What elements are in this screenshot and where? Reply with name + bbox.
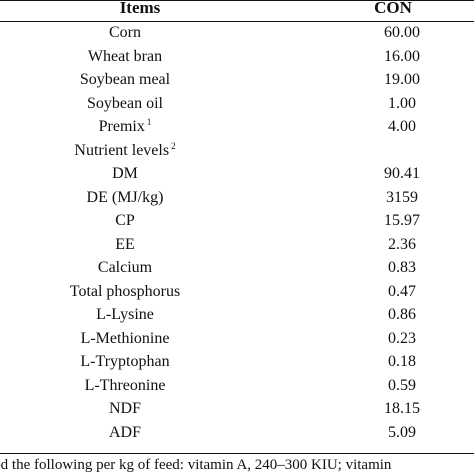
row-con-value: 1.00 bbox=[388, 94, 416, 112]
row-item-text: Soybean meal bbox=[79, 71, 171, 88]
row-item-text: Total phosphorus bbox=[69, 282, 181, 300]
row-item-label: Corn bbox=[0, 21, 250, 45]
row-item-label: L-Threonine bbox=[0, 374, 250, 398]
table-bottom-rule bbox=[0, 453, 474, 454]
row-item-label: Premix 1 bbox=[0, 115, 250, 139]
row-item-text: Wheat bran bbox=[87, 47, 163, 65]
row-con-value: 60.00 bbox=[384, 24, 420, 41]
row-item-text: ADF bbox=[108, 423, 141, 441]
table-row: ADF 5.09 bbox=[0, 421, 474, 445]
row-con-value: 90.41 bbox=[384, 165, 420, 182]
row-con-value: 0.47 bbox=[388, 282, 416, 300]
table-row: DM 90.41 bbox=[0, 162, 474, 186]
table-row: Total phosphorus 0.47 bbox=[0, 280, 474, 304]
table-row: Nutrient levels 2 bbox=[0, 139, 474, 163]
row-item-label: Total phosphorus bbox=[0, 280, 250, 304]
row-item-label: Soybean oil bbox=[0, 92, 250, 116]
table-row: Soybean oil 1.00 bbox=[0, 92, 474, 116]
table-row: DE (MJ/kg) 3159 bbox=[0, 186, 474, 210]
table-row: L-Tryptophan 0.18 bbox=[0, 350, 474, 374]
row-con-value: 19.00 bbox=[384, 71, 420, 88]
row-item-label: Soybean meal bbox=[0, 68, 250, 92]
row-item-text: NDF bbox=[108, 400, 141, 417]
row-item-label: L-Lysine bbox=[0, 303, 250, 327]
column-header-con: CON bbox=[374, 0, 412, 17]
row-item-label: NDF bbox=[0, 397, 250, 421]
table-row: L-Lysine 0.86 bbox=[0, 303, 474, 327]
row-con-value: 0.23 bbox=[388, 329, 416, 347]
row-con-value: 15.97 bbox=[384, 212, 420, 229]
column-header-items: Items bbox=[119, 0, 161, 17]
table-row: Corn 60.00 bbox=[0, 21, 474, 45]
table-row: EE 2.36 bbox=[0, 233, 474, 257]
table-row: Soybean meal 19.00 bbox=[0, 68, 474, 92]
table-row: Premix 1 4.00 bbox=[0, 115, 474, 139]
table-row: Wheat bran 16.00 bbox=[0, 45, 474, 69]
row-item-label: DM bbox=[0, 162, 250, 186]
row-item-text: DM bbox=[112, 165, 138, 182]
row-item-text: Premix bbox=[98, 118, 145, 135]
footnote-marker: 1 bbox=[146, 117, 152, 127]
row-item-text: Calcium bbox=[97, 259, 153, 276]
row-item-text: Soybean oil bbox=[87, 94, 163, 112]
row-item-text: L-Methionine bbox=[80, 329, 170, 347]
table-row: CP 15.97 bbox=[0, 209, 474, 233]
row-con-value: 2.36 bbox=[388, 235, 416, 253]
table-footnote: ed the following per kg of feed: vitamin… bbox=[0, 457, 392, 473]
row-con-value: 4.00 bbox=[388, 118, 416, 135]
table-header-rule bbox=[0, 21, 474, 22]
table-body: Corn 60.00 Wheat bran 16.00 Soybean meal 19.0… bbox=[0, 21, 474, 444]
row-con-value: 0.83 bbox=[388, 259, 416, 276]
table-row: L-Threonine 0.59 bbox=[0, 374, 474, 398]
row-item-label: L-Tryptophan bbox=[0, 350, 250, 374]
row-con-value: 3159 bbox=[386, 188, 418, 206]
row-item-label: Nutrient levels 2 bbox=[0, 139, 250, 163]
row-item-label: DE (MJ/kg) bbox=[0, 186, 250, 210]
row-con-value: 18.15 bbox=[384, 400, 420, 417]
row-item-label: Calcium bbox=[0, 256, 250, 280]
table-row: NDF 18.15 bbox=[0, 397, 474, 421]
row-item-text: L-Threonine bbox=[84, 376, 166, 394]
row-item-label: L-Methionine bbox=[0, 327, 250, 351]
row-item-label: ADF bbox=[0, 421, 250, 445]
row-con-value: 0.18 bbox=[388, 353, 416, 370]
table-row: Calcium 0.83 bbox=[0, 256, 474, 280]
row-con-value: 0.86 bbox=[388, 306, 416, 323]
row-item-label: Wheat bran bbox=[0, 45, 250, 69]
row-con-value: 16.00 bbox=[384, 47, 420, 65]
row-item-text: CP bbox=[115, 212, 135, 229]
row-item-text: DE (MJ/kg) bbox=[86, 188, 164, 206]
row-con-value: 5.09 bbox=[388, 423, 416, 441]
row-item-text: EE bbox=[115, 235, 135, 253]
row-item-text: Nutrient levels bbox=[74, 141, 170, 159]
table-top-rule bbox=[0, 0, 474, 1]
table-row: L-Methionine 0.23 bbox=[0, 327, 474, 351]
row-item-text: L-Tryptophan bbox=[80, 353, 170, 370]
footnote-marker: 2 bbox=[171, 140, 176, 151]
row-item-label: CP bbox=[0, 209, 250, 233]
row-item-text: L-Lysine bbox=[96, 306, 154, 323]
row-item-label: EE bbox=[0, 233, 250, 257]
row-con-value: 0.59 bbox=[388, 376, 416, 394]
row-item-text: Corn bbox=[109, 24, 141, 41]
